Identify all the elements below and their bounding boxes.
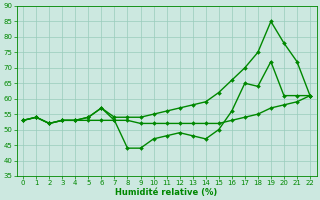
X-axis label: Humidité relative (%): Humidité relative (%) xyxy=(116,188,218,197)
